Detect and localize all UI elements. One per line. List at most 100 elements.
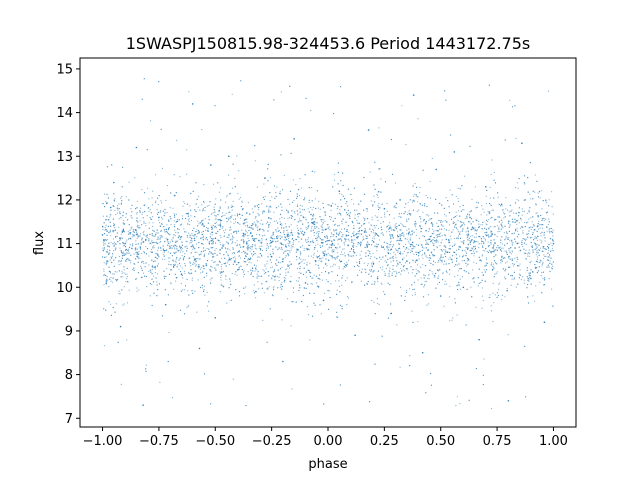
data-point [310,213,312,216]
data-point [339,213,342,215]
data-point [371,219,373,221]
data-point [239,223,241,225]
data-point [174,229,176,231]
data-point [524,221,526,224]
data-point [511,239,513,241]
data-point [320,258,322,260]
data-point [374,256,376,258]
data-point [519,250,521,252]
data-point [225,248,227,250]
data-point [488,228,490,230]
data-point [490,205,492,207]
data-point [375,243,377,245]
data-point [214,226,216,228]
data-point [422,253,424,255]
data-point [403,257,405,259]
data-point [198,223,200,225]
data-point [299,220,301,222]
data-point [534,229,536,231]
data-point [142,272,145,274]
data-point [373,301,375,303]
data-point [253,284,255,286]
data-point [256,269,258,271]
data-point [224,232,226,234]
data-point [545,255,547,258]
data-point [477,277,479,279]
data-point [254,270,256,272]
data-point [307,239,309,241]
data-point [324,220,326,222]
data-point [316,231,318,233]
data-point [145,262,147,264]
data-point [404,226,406,228]
data-point [294,211,296,213]
data-point [508,236,510,239]
data-point [321,226,323,228]
data-point [535,247,538,250]
data-point [389,267,391,269]
data-point [505,237,507,239]
data-point [225,229,227,231]
data-point [137,253,139,255]
data-point [113,205,115,207]
data-point [131,245,133,247]
data-point [139,211,141,213]
data-point [204,218,206,220]
data-point [169,252,172,254]
data-point [311,241,313,243]
data-point [106,276,108,278]
data-point [518,273,521,275]
data-point [369,171,371,173]
data-point [267,230,269,232]
data-point [165,249,167,251]
data-point [109,221,111,223]
data-point [258,203,260,206]
data-point [133,231,135,233]
data-point [366,264,369,267]
data-point [372,228,374,230]
data-point [440,224,443,226]
data-point [210,237,212,240]
data-point [529,261,531,264]
data-point [390,303,392,305]
data-point [160,234,163,237]
data-point [285,245,287,247]
data-point [485,264,487,266]
data-point [133,234,135,236]
data-point [501,221,503,223]
data-point [478,247,480,249]
data-point [152,242,154,244]
data-point [548,229,550,231]
data-point [232,257,234,259]
data-point [188,221,190,223]
data-point [130,208,132,210]
data-point [412,269,414,271]
data-point [395,248,397,250]
data-point [358,213,360,215]
data-point [494,273,496,275]
data-point [318,259,320,261]
data-point [211,225,213,227]
data-point [324,212,326,214]
data-point [261,241,263,243]
data-point [322,267,325,269]
data-point [466,288,468,290]
data-point [428,228,430,230]
data-point [484,232,486,234]
data-point [139,207,142,209]
data-point [406,289,408,291]
data-point [230,229,232,231]
data-point [365,237,367,240]
data-point [541,263,543,265]
data-point [515,137,517,139]
data-point [338,267,340,270]
data-point [221,263,223,265]
data-point [476,229,478,231]
data-point [102,247,104,249]
data-point [189,234,191,236]
data-point [334,203,336,205]
data-point [281,288,283,290]
data-point [374,161,376,163]
data-point [470,210,472,212]
data-point [476,230,478,232]
